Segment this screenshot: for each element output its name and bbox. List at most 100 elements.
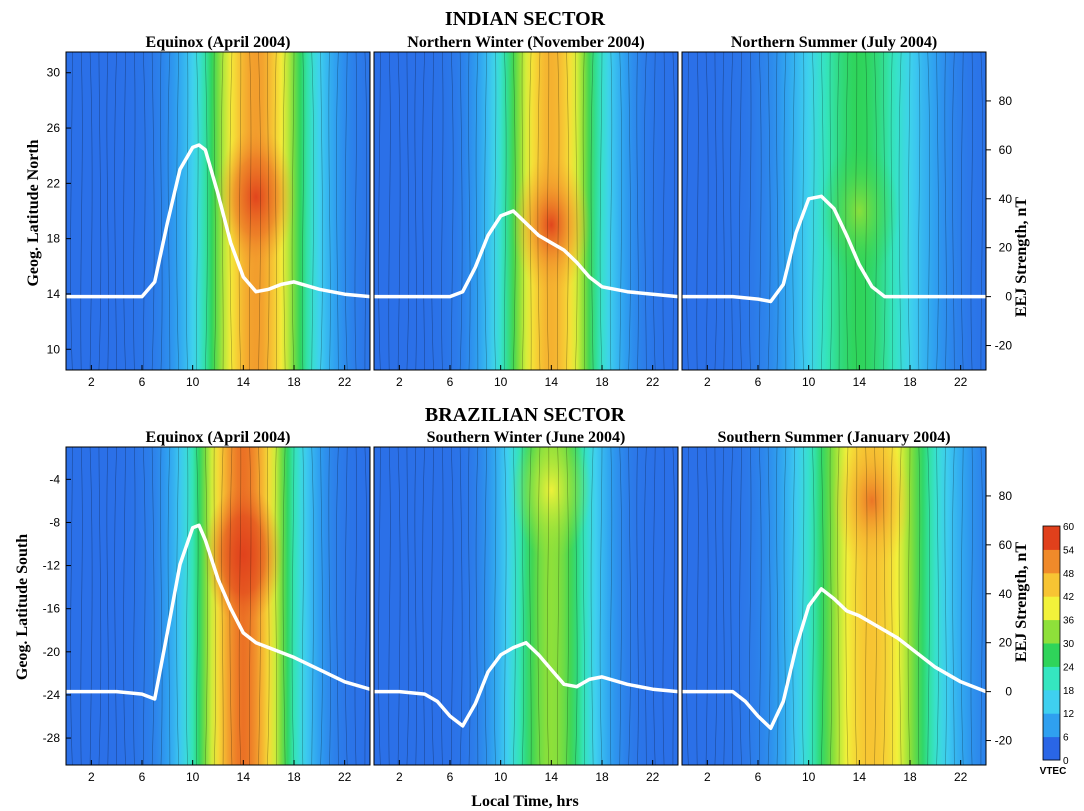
- contour-line: [213, 447, 216, 765]
- y-tick-label: -12: [43, 559, 61, 573]
- contour-line: [167, 52, 171, 370]
- colorbar-tick-label: 48: [1063, 569, 1075, 580]
- colorbar-tick-label: 54: [1063, 545, 1075, 556]
- eej-tick-label: 80: [999, 489, 1013, 503]
- eej-curve: [682, 587, 986, 731]
- eej-tick-label: 0: [1005, 685, 1012, 699]
- contour-line: [529, 52, 532, 370]
- contour-line: [186, 52, 189, 370]
- contour-line: [354, 447, 357, 765]
- contour-line: [311, 52, 315, 370]
- x-tick-label: 22: [646, 770, 660, 784]
- contour-line: [504, 52, 507, 370]
- contour-line: [776, 52, 779, 370]
- contour-line: [529, 447, 532, 765]
- contour-line: [450, 52, 454, 370]
- contour-line: [133, 447, 136, 765]
- x-tick-label: 14: [853, 375, 867, 389]
- contour-line: [854, 447, 858, 765]
- contour-line: [874, 52, 877, 370]
- contour-line: [758, 447, 762, 765]
- x-tick-label: 6: [139, 770, 146, 784]
- contour-line: [557, 447, 560, 765]
- contour-line: [282, 447, 286, 765]
- contour-line: [98, 52, 102, 370]
- eej-axis-label-top: EEJ Strength, nT: [1013, 197, 1030, 318]
- y-tick-label: 14: [47, 287, 61, 301]
- contour-line: [431, 447, 434, 765]
- contour-line: [441, 52, 444, 370]
- colorbar-tick-label: 30: [1063, 639, 1075, 650]
- colorbar-tick-label: 18: [1063, 686, 1075, 697]
- contour-line: [821, 447, 824, 765]
- colorbar-segment: [1043, 689, 1060, 714]
- contour-line: [662, 52, 665, 370]
- contour-line: [749, 447, 752, 765]
- contour-line: [628, 52, 631, 370]
- contour-line: [196, 447, 199, 765]
- contour-line: [812, 447, 815, 765]
- contour-line: [151, 447, 155, 765]
- vtec-colorbar: 0 6 12 18 24 30 36 42 48 54 60 VTEC: [1040, 522, 1075, 777]
- contour-line: [730, 52, 733, 370]
- contour-line: [883, 447, 886, 765]
- contour-line: [328, 52, 331, 370]
- contour-line: [114, 52, 117, 370]
- colorbar-tick-label: 6: [1063, 733, 1069, 744]
- contour-line: [106, 447, 109, 765]
- contour-line: [221, 447, 224, 765]
- x-tick-label: 2: [88, 375, 95, 389]
- contour-line: [758, 52, 762, 370]
- colorbar-tick-label: 12: [1063, 709, 1075, 720]
- contour-line: [575, 52, 578, 370]
- contour-line: [291, 52, 295, 370]
- colorbar-segment: [1043, 736, 1060, 761]
- panel-title: Northern Winter (November 2004): [407, 34, 644, 51]
- contour-line: [898, 447, 902, 765]
- y-axis-label-north: Geog. Latitude North: [25, 139, 42, 286]
- contour-line: [936, 52, 939, 370]
- vtec-crest: [832, 447, 912, 571]
- contour-line: [599, 447, 603, 765]
- x-tick-label: 18: [287, 770, 301, 784]
- panels-group: Equinox (April 2004)2 6 10 14 18 221014182226…: [43, 34, 1013, 784]
- contour-line: [205, 52, 208, 370]
- contour-line: [917, 52, 921, 370]
- contour-line: [590, 447, 594, 765]
- eej-tick-label: 0: [1005, 290, 1012, 304]
- contour-line: [133, 52, 136, 370]
- contour-line: [336, 447, 339, 765]
- eej-curve: [682, 194, 986, 304]
- contour-line: [714, 447, 718, 765]
- contour-line: [609, 447, 613, 765]
- panel-title: Equinox (April 2004): [146, 34, 291, 51]
- panel-frame: [65, 51, 371, 371]
- contour-line: [378, 52, 381, 370]
- contour-line: [546, 52, 550, 370]
- contour-line: [980, 447, 984, 765]
- vtec-crest: [511, 447, 591, 561]
- x-tick-label: 6: [755, 375, 762, 389]
- colorbar-tick-label: 0: [1063, 756, 1069, 767]
- eej-curve: [66, 143, 370, 299]
- contour-line: [494, 52, 497, 370]
- contour-line: [249, 447, 252, 765]
- contour-line: [566, 447, 569, 765]
- contour-line: [513, 447, 516, 765]
- contour-line: [722, 447, 725, 765]
- contour-line: [546, 447, 550, 765]
- contour-line: [291, 447, 295, 765]
- contour-line: [792, 447, 796, 765]
- contour-line: [696, 52, 699, 370]
- x-tick-label: 2: [704, 375, 711, 389]
- contour-line: [422, 447, 425, 765]
- contour-line: [944, 447, 947, 765]
- x-tick-label: 18: [595, 375, 609, 389]
- contour-line: [845, 447, 849, 765]
- contour-line: [821, 52, 824, 370]
- contour-line: [802, 447, 805, 765]
- contour-line: [575, 447, 578, 765]
- colorbar-tick-label: 60: [1063, 522, 1075, 533]
- colorbar-segment: [1043, 619, 1060, 644]
- x-tick-label: 10: [186, 375, 200, 389]
